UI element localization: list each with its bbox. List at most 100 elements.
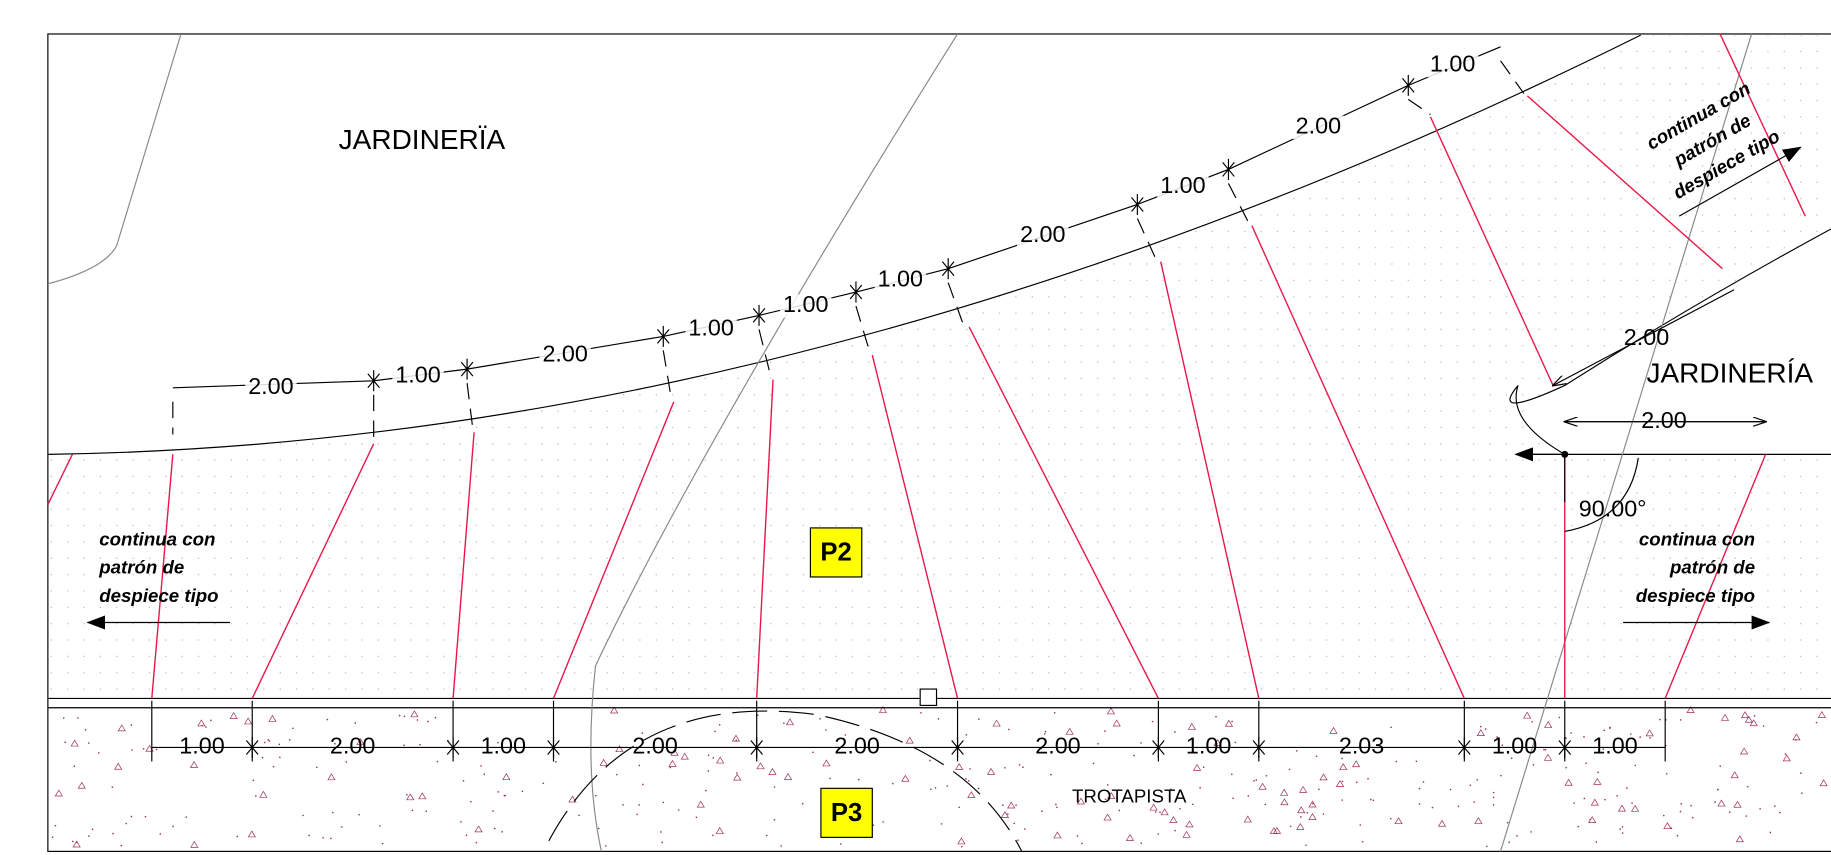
speck xyxy=(1740,711,1750,718)
speck xyxy=(354,722,357,724)
speck xyxy=(1007,801,1016,809)
speck xyxy=(642,783,644,786)
speck xyxy=(1570,732,1572,734)
speck xyxy=(638,764,641,767)
speck xyxy=(1092,762,1095,765)
dim-label: 1.00 xyxy=(1592,733,1637,759)
speck xyxy=(201,724,204,727)
speck xyxy=(905,736,914,744)
speck xyxy=(961,845,963,848)
speck xyxy=(261,756,264,759)
speck xyxy=(159,833,162,835)
speck xyxy=(1253,780,1255,782)
speck xyxy=(427,720,429,723)
frame xyxy=(47,33,1831,852)
speck xyxy=(76,841,78,844)
dim-label: 2.00 xyxy=(1624,324,1669,350)
speck xyxy=(1603,729,1606,732)
speck xyxy=(502,773,511,781)
speck xyxy=(756,762,765,770)
speck xyxy=(1395,760,1398,763)
speck xyxy=(1125,834,1135,841)
joint xyxy=(1719,33,1806,217)
speck xyxy=(130,724,133,726)
speck xyxy=(1717,788,1719,791)
speck xyxy=(327,773,336,781)
speck xyxy=(278,743,281,746)
speck xyxy=(1619,828,1621,830)
speck xyxy=(334,742,336,745)
speck xyxy=(236,835,239,838)
speck xyxy=(1565,766,1567,769)
speck xyxy=(731,734,741,742)
speck xyxy=(1801,792,1803,794)
dim-line xyxy=(1553,289,1735,386)
speck xyxy=(695,816,698,819)
speck xyxy=(470,800,472,803)
tick xyxy=(1458,736,1471,758)
speck xyxy=(1390,726,1392,729)
dim-label: 2.00 xyxy=(248,373,293,399)
dim-label: 2.00 xyxy=(632,733,677,759)
speck xyxy=(1335,779,1345,787)
speck xyxy=(114,762,123,770)
joint xyxy=(871,354,959,699)
speck xyxy=(1355,781,1358,783)
speck xyxy=(669,766,672,769)
speck xyxy=(1588,816,1597,823)
speck xyxy=(668,759,677,767)
speck xyxy=(84,728,87,731)
speck xyxy=(1665,772,1668,775)
speck xyxy=(1053,831,1062,839)
label-mask xyxy=(392,364,444,388)
speck xyxy=(1719,765,1722,767)
speck xyxy=(1224,719,1234,727)
speck xyxy=(1369,798,1372,801)
speck xyxy=(1013,822,1016,825)
speck xyxy=(1300,816,1302,818)
speck xyxy=(1106,784,1109,786)
speck xyxy=(1308,800,1317,808)
speck xyxy=(1280,798,1289,806)
speck xyxy=(480,765,482,767)
tick xyxy=(446,736,460,758)
speck xyxy=(929,759,931,762)
speck xyxy=(636,813,638,816)
speck xyxy=(1631,802,1633,804)
speck xyxy=(416,719,419,721)
speck xyxy=(1312,802,1314,805)
speck xyxy=(1041,810,1043,813)
speck xyxy=(1341,757,1343,760)
speck xyxy=(1583,797,1586,800)
note-line: continua con xyxy=(99,529,215,550)
speck xyxy=(1106,707,1116,715)
speck xyxy=(696,800,705,808)
contour xyxy=(47,33,1753,852)
speck xyxy=(735,739,738,742)
speck xyxy=(704,789,707,792)
speck xyxy=(780,845,782,847)
speck xyxy=(419,743,421,746)
dim-label: 1.00 xyxy=(1430,51,1475,77)
speck xyxy=(292,727,294,730)
speck xyxy=(1762,725,1765,727)
speck xyxy=(1730,771,1739,779)
speck xyxy=(773,786,776,788)
speck xyxy=(1182,830,1191,838)
speck xyxy=(1339,763,1348,771)
speck xyxy=(670,748,679,756)
speck xyxy=(62,717,65,719)
speck xyxy=(1658,718,1661,721)
speck xyxy=(660,831,662,833)
speck xyxy=(1215,715,1217,718)
speck xyxy=(1585,762,1587,764)
speck xyxy=(54,789,63,797)
speck xyxy=(1649,737,1651,739)
speck xyxy=(1022,766,1024,768)
speck xyxy=(1779,811,1781,814)
speck xyxy=(1258,782,1267,790)
speck xyxy=(1044,730,1047,733)
angle-arc xyxy=(1564,457,1639,533)
speck xyxy=(1149,803,1158,811)
speck xyxy=(616,773,618,776)
